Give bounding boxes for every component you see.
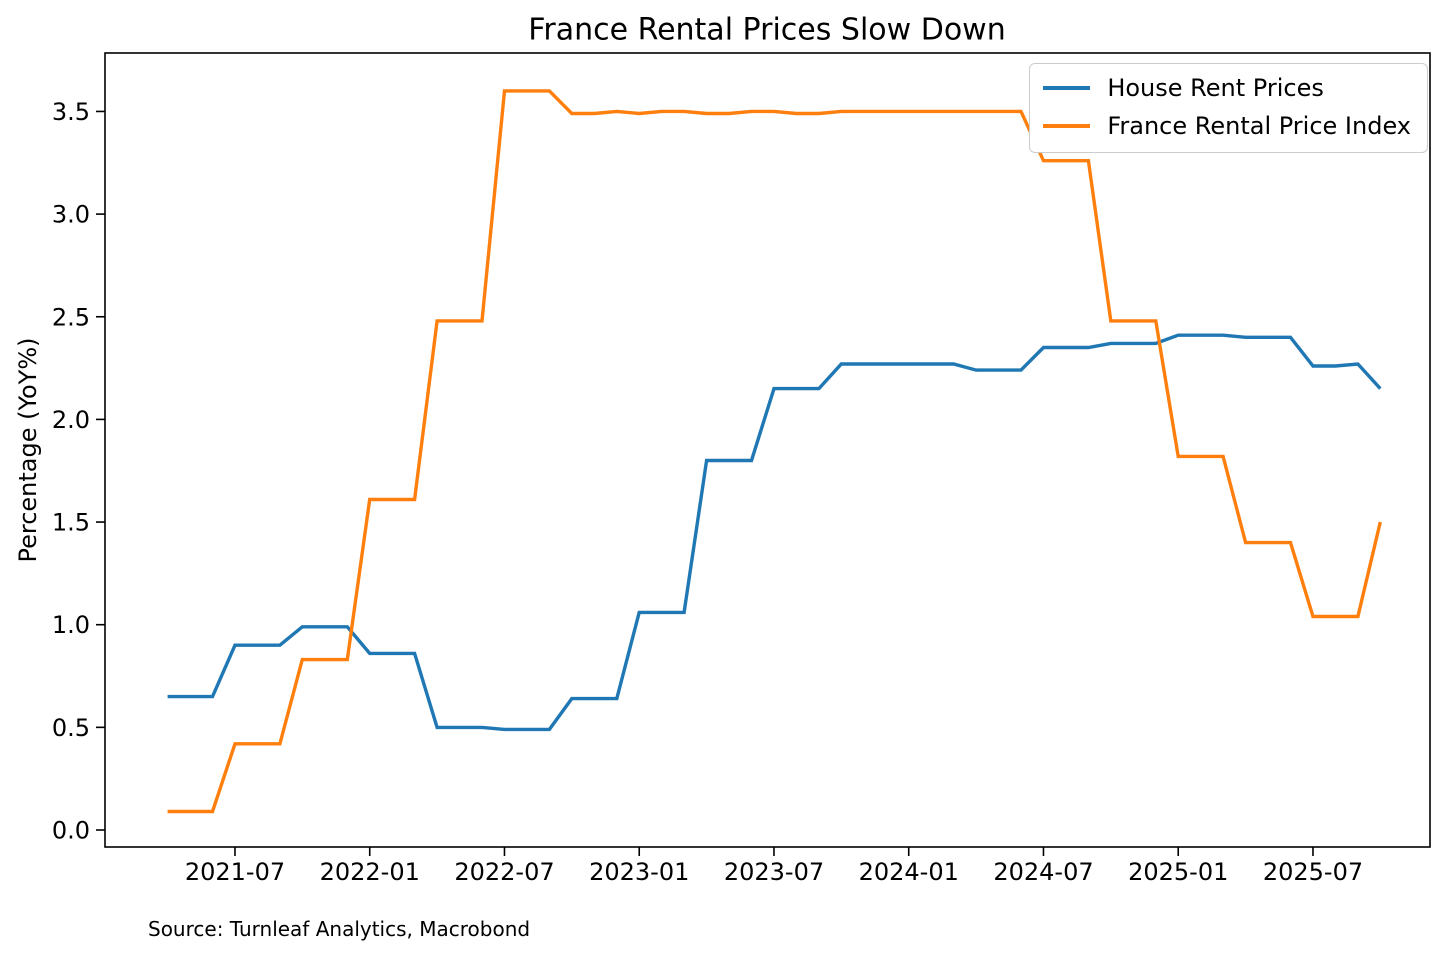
y-tick-label: 3.5 [52,98,90,126]
legend: House Rent Prices France Rental Price In… [1029,63,1428,153]
y-tick-label: 1.5 [52,509,90,537]
legend-label: France Rental Price Index [1107,112,1411,140]
x-tick-label: 2025-07 [1263,858,1363,886]
x-tick-label: 2024-01 [859,858,959,886]
x-tick-label: 2021-07 [185,858,285,886]
series-line-france-rental-price-index [167,89,1382,814]
plot-frame [104,52,1431,848]
x-tick-label: 2023-07 [724,858,824,886]
legend-item: House Rent Prices [1043,74,1411,102]
legend-label: House Rent Prices [1107,74,1324,102]
y-tick-label: 0.0 [52,817,90,845]
y-tick-label: 0.5 [52,714,90,742]
y-tick-label: 2.0 [52,406,90,434]
legend-item: France Rental Price Index [1043,112,1411,140]
y-tick-label: 1.0 [52,611,90,639]
x-tick-label: 2024-07 [993,858,1093,886]
y-axis-label: Percentage (YoY%) [14,337,42,563]
x-tick-label: 2022-07 [454,858,554,886]
x-tick-label: 2022-01 [320,858,420,886]
x-tick-label: 2025-01 [1128,858,1228,886]
y-tick-label: 2.5 [52,303,90,331]
chart-title: France Rental Prices Slow Down [528,12,1006,48]
y-tick-label: 3.0 [52,201,90,229]
x-tick-label: 2023-01 [589,858,689,886]
legend-line-swatch [1043,86,1091,90]
series-line-house-rent-prices [167,333,1382,732]
legend-line-swatch [1043,124,1091,128]
source-note: Source: Turnleaf Analytics, Macrobond [148,917,531,941]
